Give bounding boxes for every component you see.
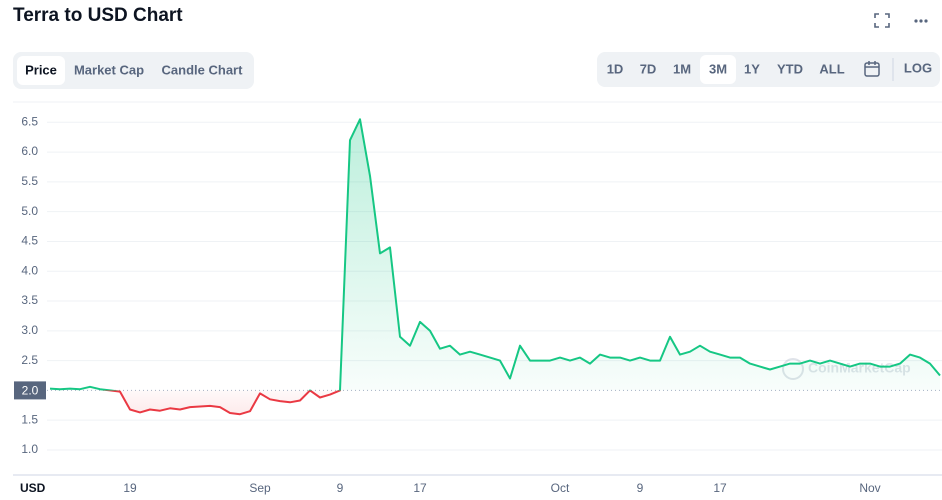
range-button[interactable]: ALL (819, 61, 844, 76)
x-tick-label: 9 (637, 481, 644, 495)
y-tick-label: 2.5 (21, 353, 38, 367)
price-line (49, 118, 941, 416)
range-button[interactable]: 1D (607, 61, 624, 76)
range-button[interactable]: 7D (640, 61, 657, 76)
y-tick-label: 6.0 (21, 144, 38, 158)
y-tick-label: 6.5 (21, 114, 38, 128)
y-tick-label: 4.5 (21, 234, 38, 248)
x-tick-label: Sep (249, 481, 271, 495)
y-tick-label: 1.5 (21, 412, 38, 426)
x-tick-label: 17 (413, 481, 427, 495)
more-button[interactable] (914, 19, 928, 23)
tab-group (13, 52, 254, 89)
tab[interactable]: Candle Chart (162, 62, 244, 77)
calendar-button[interactable] (864, 61, 880, 77)
range-selected (700, 55, 736, 84)
range-button[interactable]: YTD (777, 61, 803, 76)
x-tick-label: 17 (713, 481, 727, 495)
tab[interactable]: Price (25, 62, 57, 77)
y-tick-label: 5.5 (21, 174, 38, 188)
x-tick-label: 19 (123, 481, 137, 495)
range-group (597, 52, 940, 87)
y-tick-label: 4.0 (21, 263, 38, 277)
y-tick-label: 1.0 (21, 442, 38, 456)
log-button[interactable]: LOG (904, 60, 932, 75)
x-tick-label: Oct (551, 481, 570, 495)
baseline-label-box (14, 381, 46, 400)
x-tick-label: 9 (337, 481, 344, 495)
y-tick-label: 3.5 (21, 293, 38, 307)
range-button[interactable]: 3M (709, 61, 727, 76)
fullscreen-button[interactable] (874, 13, 890, 28)
chart-title: Terra to USD Chart (13, 5, 183, 26)
range-button[interactable]: 1M (673, 61, 691, 76)
price-area (50, 119, 940, 415)
y-tick-label: 5.0 (21, 204, 38, 218)
currency-label: USD (20, 481, 46, 495)
tab[interactable]: Market Cap (74, 62, 144, 77)
y-tick-label: 3.0 (21, 323, 38, 337)
baseline-label: 2.0 (22, 384, 39, 398)
x-tick-label: Nov (859, 481, 880, 495)
tab-selected (17, 56, 65, 85)
range-button[interactable]: 1Y (744, 61, 760, 76)
